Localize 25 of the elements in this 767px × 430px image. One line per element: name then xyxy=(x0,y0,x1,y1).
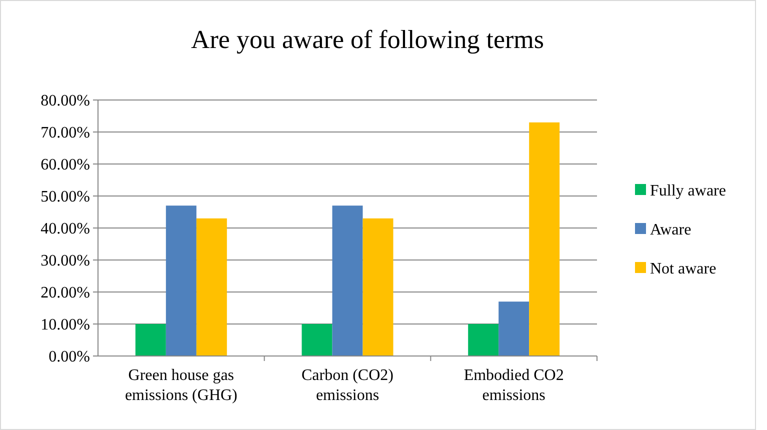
y-tick-label: 10.00% xyxy=(40,316,90,334)
bar xyxy=(468,324,499,356)
legend-label: Aware xyxy=(650,222,692,239)
x-tick-label: Carbon (CO2) emissions xyxy=(302,367,394,404)
bar xyxy=(196,218,227,356)
bar xyxy=(302,324,332,356)
y-tick-label: 40.00% xyxy=(40,220,90,238)
y-tick-label: 80.00% xyxy=(40,92,90,110)
legend-label: Not aware xyxy=(650,260,716,278)
bar xyxy=(166,206,196,356)
x-tick-label: Embodied CO2 emissions xyxy=(464,367,564,404)
bar xyxy=(498,302,530,356)
bar xyxy=(135,324,166,356)
y-tick-label: 70.00% xyxy=(40,124,90,142)
x-tick-label: Green house gas emissions (GHG) xyxy=(124,367,238,404)
bar xyxy=(332,206,363,356)
y-tick-label: 20.00% xyxy=(40,284,90,302)
legend-label: Fully aware xyxy=(650,182,726,200)
bar xyxy=(362,218,394,356)
y-tick-label: 60.00% xyxy=(40,156,90,174)
y-tick-label: 30.00% xyxy=(40,252,90,270)
y-tick-label: 0.00% xyxy=(48,348,90,366)
y-tick-label: 50.00% xyxy=(40,188,90,206)
bar xyxy=(529,122,560,356)
chart-title: Are you aware of following terms xyxy=(190,25,544,54)
